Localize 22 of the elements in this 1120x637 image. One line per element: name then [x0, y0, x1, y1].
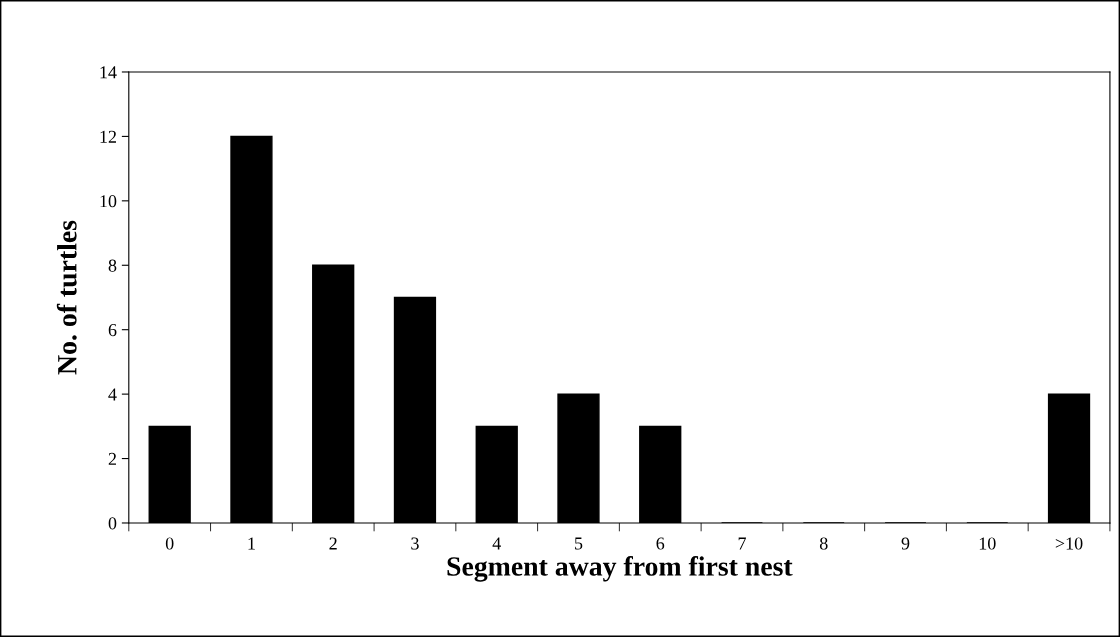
y-tick-label: 4 [108, 388, 117, 401]
x-tick-label: 3 [411, 537, 419, 550]
y-tick-label: 8 [108, 259, 117, 272]
y-axis-title: No. of turtles [56, 220, 77, 375]
y-tick-label: 12 [100, 130, 116, 143]
y-tick-label: 14 [100, 66, 117, 79]
y-tick-label: 6 [108, 324, 117, 337]
x-tick-label: 5 [575, 537, 583, 550]
x-tick-label: 0 [165, 537, 174, 550]
x-tick-label: 7 [738, 537, 746, 550]
x-tick-label: >10 [1055, 537, 1083, 550]
y-tick-label: 10 [100, 195, 117, 208]
x-tick-label: 10 [979, 537, 996, 550]
x-tick-label: 4 [492, 537, 501, 550]
x-tick-label: 8 [819, 537, 828, 550]
x-tick-label: 1 [248, 537, 255, 550]
x-tick-label: 9 [901, 537, 910, 550]
x-axis-title: Segment away from first nest [447, 556, 793, 582]
y-tick-label: 0 [108, 517, 117, 530]
x-tick-label: 6 [656, 537, 665, 550]
y-tick-label: 2 [108, 452, 116, 465]
x-tick-label: 2 [329, 537, 337, 550]
